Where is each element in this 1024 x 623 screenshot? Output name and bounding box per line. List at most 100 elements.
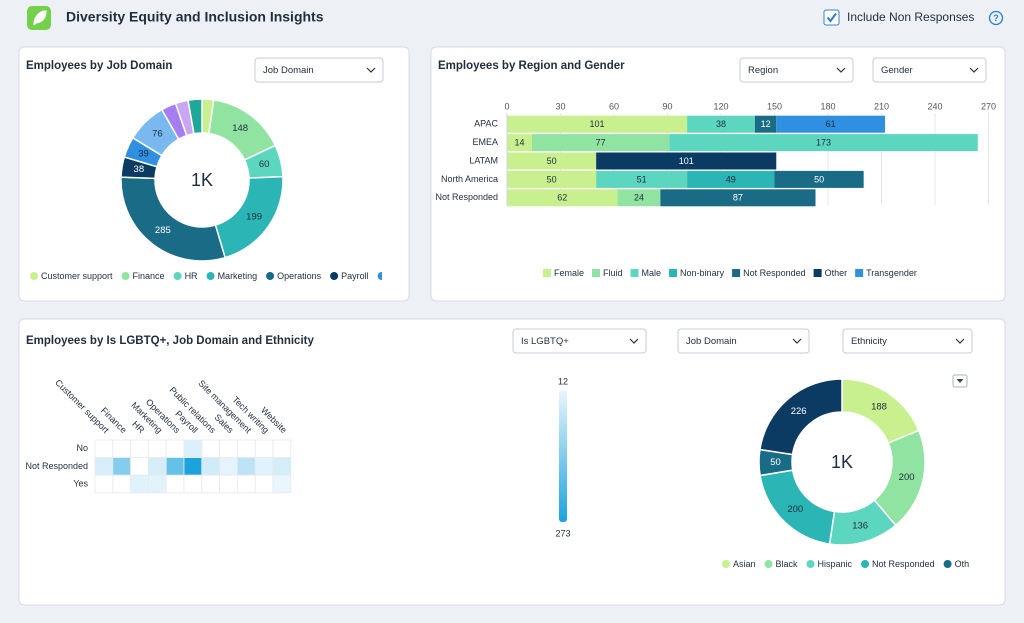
- bar-segment: [507, 170, 597, 188]
- dropdown[interactable]: [739, 57, 854, 83]
- x-tick-label: 60: [609, 101, 619, 111]
- help-icon[interactable]: [988, 10, 1004, 26]
- x-tick-label: 270: [981, 101, 996, 111]
- empty-cell: [254, 439, 274, 459]
- bar-label: 38: [716, 119, 726, 129]
- bar-label: 24: [634, 193, 644, 203]
- heatmap-cell: [219, 457, 238, 476]
- checkbox[interactable]: [823, 9, 840, 26]
- empty-cell: [147, 439, 167, 459]
- legend-swatch: [861, 560, 870, 568]
- legend-label: Marketing: [218, 271, 258, 281]
- x-tick-label: 120: [713, 101, 728, 111]
- empty-cell: [112, 439, 132, 459]
- panel: [18, 46, 410, 302]
- empty-cell: [112, 474, 132, 494]
- legend-label: Hispanic: [818, 559, 853, 569]
- dropdown-chevron[interactable]: [955, 338, 965, 344]
- row-label: No: [76, 443, 88, 453]
- segment-label: 226: [791, 406, 807, 417]
- dropdown-label[interactable]: Gender: [881, 65, 913, 76]
- heatmap-cell: [112, 457, 132, 476]
- empty-cell: [165, 474, 185, 494]
- empty-cell: [236, 474, 256, 494]
- bar-label: 61: [826, 119, 836, 129]
- bar-segment: [617, 189, 661, 207]
- legend-label: Payroll: [341, 271, 369, 281]
- bar-label: 49: [726, 174, 736, 184]
- dropdown[interactable]: [254, 57, 384, 83]
- empty-cell: [94, 474, 114, 494]
- bar-label: 173: [816, 137, 831, 147]
- x-tick-label: 0: [504, 101, 509, 111]
- bar-label: 62: [557, 193, 567, 203]
- panel-title: Employees by Is LGBTQ+, Job Domain and E…: [26, 335, 314, 347]
- bar-segment: [687, 115, 755, 133]
- heatmap-cell: [147, 474, 167, 494]
- heatmap-cell: [147, 457, 167, 476]
- heatmap-cell: [254, 457, 274, 476]
- legend-swatch: [806, 560, 815, 568]
- empty-cell: [130, 457, 149, 476]
- bar-label: 87: [733, 193, 743, 203]
- segment-label: 200: [787, 504, 803, 515]
- bar-segment: [776, 115, 886, 133]
- dropdown-chevron[interactable]: [629, 338, 639, 344]
- dropdown[interactable]: [872, 57, 987, 83]
- empty-cell: [165, 439, 185, 459]
- empty-cell: [201, 474, 221, 494]
- panel-title: Employees by Region and Gender: [438, 60, 625, 72]
- panel-title: Employees by Job Domain: [26, 60, 172, 72]
- legend-swatch: [266, 272, 275, 280]
- dropdown-label[interactable]: Job Domain: [686, 336, 737, 347]
- colorbar-label: 12: [558, 376, 568, 386]
- dropdown-label[interactable]: Ethnicity: [851, 336, 887, 347]
- bar-label: 51: [637, 174, 647, 184]
- checkbox-label[interactable]: Include Non Responses: [847, 10, 974, 24]
- dropdown-chevron[interactable]: [836, 67, 846, 73]
- colorbar: [559, 390, 567, 522]
- legend-label: Other: [825, 268, 848, 278]
- bar-label: 50: [547, 174, 557, 184]
- heatmap-cell: [165, 457, 185, 476]
- dropdown-chevron[interactable]: [366, 67, 376, 73]
- empty-cell: [254, 474, 274, 494]
- dropdown[interactable]: [842, 328, 973, 354]
- legend-label: Not Responded: [872, 559, 935, 569]
- donut-center-label: 1K: [191, 170, 213, 190]
- heatmap-cell: [272, 474, 292, 494]
- heatmap-cell: [130, 474, 149, 494]
- dropdown-chevron[interactable]: [969, 67, 979, 73]
- legend-swatch: [377, 272, 382, 280]
- legend-swatch: [813, 269, 822, 277]
- legend: Customer support Finance HR Marketing Operat…: [30, 271, 382, 281]
- legend-swatch: [732, 269, 741, 277]
- bar-segment: [531, 134, 670, 152]
- bar-label: 14: [514, 137, 524, 147]
- heatmap-cell: [272, 457, 292, 476]
- empty-cell: [236, 439, 256, 459]
- segment-label: 136: [852, 520, 868, 531]
- empty-cell: [130, 439, 149, 459]
- dropdown-chevron[interactable]: [792, 338, 802, 344]
- dropdown-label[interactable]: Region: [748, 65, 778, 76]
- legend-label: Fluid: [603, 268, 623, 278]
- legend-swatch: [592, 269, 601, 277]
- segment-label: 200: [899, 472, 915, 483]
- help-icon-text[interactable]: ?: [993, 13, 999, 23]
- y-tick-label: North America: [441, 174, 498, 184]
- bar-label: 50: [547, 156, 557, 166]
- dropdown-label[interactable]: Job Domain: [263, 65, 314, 76]
- legend-swatch: [669, 269, 678, 277]
- dropdown[interactable]: [677, 328, 810, 354]
- y-tick-label: APAC: [474, 119, 498, 129]
- dropdown[interactable]: [512, 328, 647, 354]
- bar-label: 101: [679, 156, 694, 166]
- menu-button-arrow[interactable]: [956, 379, 964, 383]
- dropdown-label[interactable]: Is LGBTQ+: [521, 336, 569, 347]
- logo-leaf: [33, 10, 47, 26]
- x-tick-label: 210: [874, 101, 889, 111]
- donut-center-label: 1K: [831, 452, 853, 472]
- legend-label: Asian: [733, 559, 756, 569]
- heatmap-cell: [201, 457, 221, 476]
